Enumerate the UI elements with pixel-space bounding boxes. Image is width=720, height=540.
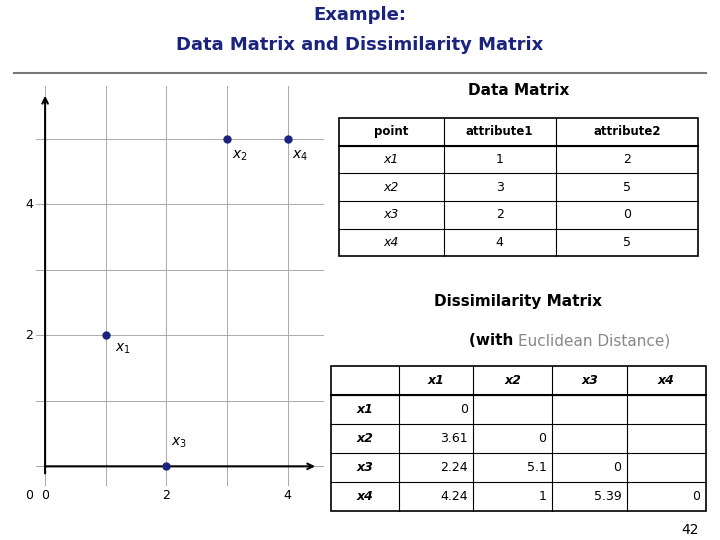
Text: (with: (with bbox=[469, 333, 518, 348]
Text: x4: x4 bbox=[658, 374, 675, 387]
Text: attribute2: attribute2 bbox=[593, 125, 661, 138]
Text: x2: x2 bbox=[504, 374, 521, 387]
Text: Example:: Example: bbox=[313, 6, 407, 24]
Text: point: point bbox=[374, 125, 408, 138]
Text: 0: 0 bbox=[41, 489, 49, 502]
Text: 2.24: 2.24 bbox=[440, 461, 468, 474]
Text: x1: x1 bbox=[384, 153, 399, 166]
Text: 2: 2 bbox=[25, 329, 33, 342]
Text: x1: x1 bbox=[356, 403, 374, 416]
Text: $x_3$: $x_3$ bbox=[171, 436, 187, 450]
Text: 3.61: 3.61 bbox=[440, 432, 468, 445]
Text: x2: x2 bbox=[384, 181, 399, 194]
Text: 0: 0 bbox=[460, 403, 468, 416]
Text: $x_1$: $x_1$ bbox=[114, 342, 130, 356]
Text: 5.39: 5.39 bbox=[593, 490, 621, 503]
Text: 5: 5 bbox=[623, 236, 631, 249]
Text: 5: 5 bbox=[623, 181, 631, 194]
Text: 1: 1 bbox=[496, 153, 503, 166]
Text: 4.24: 4.24 bbox=[440, 490, 468, 503]
Text: x4: x4 bbox=[356, 490, 374, 503]
Text: 4: 4 bbox=[284, 489, 292, 502]
Text: 2: 2 bbox=[496, 208, 503, 221]
Text: 0: 0 bbox=[692, 490, 700, 503]
Text: 5.1: 5.1 bbox=[526, 461, 546, 474]
Text: x3: x3 bbox=[384, 208, 399, 221]
Text: 2: 2 bbox=[163, 489, 171, 502]
Text: 1: 1 bbox=[539, 490, 546, 503]
Text: 4: 4 bbox=[496, 236, 503, 249]
Text: 4: 4 bbox=[25, 198, 33, 211]
Text: Euclidean Distance): Euclidean Distance) bbox=[518, 333, 670, 348]
Text: 0: 0 bbox=[539, 432, 546, 445]
Text: 2: 2 bbox=[623, 153, 631, 166]
Text: x4: x4 bbox=[384, 236, 399, 249]
Text: 0: 0 bbox=[613, 461, 621, 474]
Text: x3: x3 bbox=[581, 374, 598, 387]
Text: 0: 0 bbox=[623, 208, 631, 221]
Text: x3: x3 bbox=[356, 461, 374, 474]
Text: Data Matrix: Data Matrix bbox=[468, 83, 569, 98]
Text: attribute1: attribute1 bbox=[466, 125, 534, 138]
Text: $x_4$: $x_4$ bbox=[292, 148, 309, 163]
Text: 3: 3 bbox=[496, 181, 503, 194]
Text: 0: 0 bbox=[25, 489, 33, 502]
Text: Dissimilarity Matrix: Dissimilarity Matrix bbox=[434, 294, 603, 309]
Text: x2: x2 bbox=[356, 432, 374, 445]
Text: 42: 42 bbox=[681, 523, 698, 537]
Text: $x_2$: $x_2$ bbox=[232, 148, 248, 163]
Text: Data Matrix and Dissimilarity Matrix: Data Matrix and Dissimilarity Matrix bbox=[176, 36, 544, 55]
Text: x1: x1 bbox=[428, 374, 444, 387]
